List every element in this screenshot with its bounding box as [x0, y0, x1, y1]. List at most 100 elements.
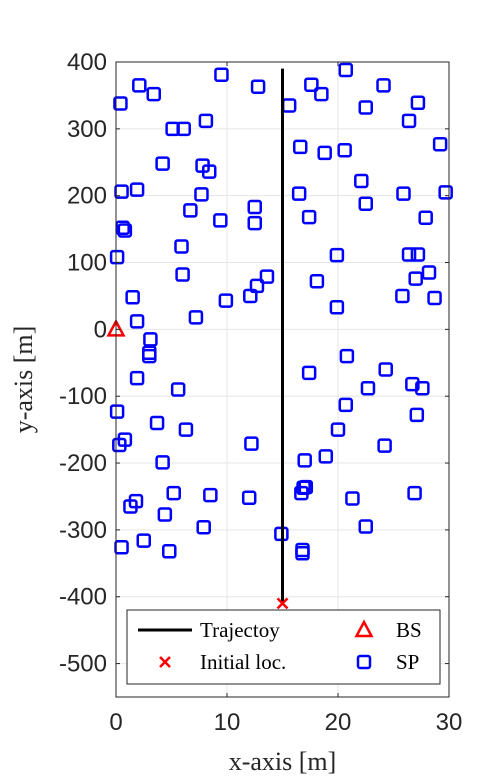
sp-marker [194, 187, 209, 202]
sp-marker [338, 62, 354, 78]
sp-marker [125, 290, 140, 305]
sp-marker [438, 185, 453, 200]
legend-trajectory-label: Trajectoy [200, 618, 280, 642]
sp-marker [183, 203, 198, 218]
legend-sp-square-icon [356, 654, 372, 670]
sp-marker [297, 453, 312, 468]
sp-marker [415, 380, 430, 396]
sp-marker [358, 100, 373, 115]
sp-marker [358, 519, 373, 534]
sp-marker [155, 156, 170, 171]
sp-marker [395, 288, 410, 304]
sp-marker [155, 455, 170, 470]
y-tick-label: -400 [59, 584, 107, 611]
sp-marker [314, 86, 329, 102]
sp-marker [309, 273, 325, 289]
x-tick-label: 30 [436, 709, 463, 736]
sp-marker [360, 380, 376, 396]
sp-marker [354, 173, 369, 189]
y-axis-label: y-axis [m] [9, 326, 38, 434]
sp-marker [129, 314, 145, 329]
legend-box [126, 609, 441, 685]
sp-marker [143, 332, 158, 347]
initial-location-marker [276, 597, 289, 610]
y-tick-label: -500 [59, 651, 107, 678]
legend-bs-label: BS [396, 618, 422, 642]
sp-marker [157, 507, 173, 522]
y-tick-label: -100 [59, 383, 107, 410]
sp-marker [146, 86, 161, 102]
sp-marker [377, 438, 392, 453]
sp-marker [337, 142, 352, 158]
sp-marker [409, 407, 425, 423]
sp-marker [117, 223, 133, 238]
sp-marker [410, 247, 426, 262]
sp-marker [259, 269, 275, 284]
sp-marker [244, 436, 259, 451]
sp-marker [142, 348, 157, 364]
x-tick-label: 20 [325, 709, 352, 736]
sp-marker [358, 196, 373, 211]
sp-marker [188, 310, 204, 325]
sp-marker [294, 485, 309, 501]
sp-marker [432, 136, 448, 152]
legend: Trajectoy Initial loc. BS SP [126, 609, 441, 685]
sp-marker [213, 213, 228, 228]
sp-marker [293, 139, 308, 155]
sp-marker [176, 121, 191, 137]
sp-marker [149, 415, 165, 431]
sp-marker [162, 544, 177, 559]
sp-marker [304, 77, 319, 92]
sp-marker [396, 186, 411, 201]
plot-area [106, 62, 453, 610]
sp-marker [174, 239, 189, 254]
y-tick-label: 300 [67, 116, 107, 143]
x-axis-label: x-axis [m] [229, 747, 337, 776]
legend-sp-label: SP [396, 650, 419, 674]
sp-marker [109, 404, 125, 419]
sp-marker [129, 182, 145, 197]
sp-marker [338, 397, 354, 413]
sp-marker [295, 546, 310, 561]
sp-marker [378, 362, 393, 377]
sp-marker [241, 490, 257, 506]
x-tick-label: 10 [214, 709, 241, 736]
legend-initial-label: Initial loc. [200, 650, 286, 674]
sp-marker [318, 449, 334, 464]
sp-marker [301, 365, 317, 381]
sp-marker [301, 209, 317, 225]
sp-marker [291, 186, 307, 201]
sp-marker [170, 382, 186, 397]
sp-marker [112, 437, 127, 453]
sp-marker [214, 67, 229, 82]
sp-marker [329, 247, 345, 263]
sp-marker [113, 96, 128, 111]
sp-marker [329, 300, 345, 315]
sp-marker [243, 288, 258, 304]
sp-marker [198, 113, 214, 129]
sp-marker [405, 376, 420, 392]
sp-marker [376, 78, 391, 93]
legend-bs-triangle-icon [354, 619, 374, 638]
sp-marker [175, 267, 190, 282]
sp-marker [115, 220, 130, 236]
sp-marker [196, 519, 211, 535]
sp-marker [128, 493, 144, 509]
sp-marker [132, 78, 147, 93]
sp-marker [247, 215, 262, 231]
sp-marker [401, 113, 417, 129]
sp-marker [203, 487, 218, 503]
x-tick-label: 0 [109, 709, 122, 736]
sp-marker [218, 293, 234, 308]
y-tick-label: 400 [67, 49, 107, 76]
sp-marker [250, 79, 266, 94]
legend-cross-shape [159, 656, 171, 668]
sp-marker [109, 249, 125, 265]
sp-marker [339, 348, 355, 364]
sp-marker [317, 145, 332, 161]
axes-box [115, 61, 450, 698]
sp-marker [136, 533, 151, 548]
sp-marker [427, 290, 442, 306]
sp-marker [407, 485, 422, 501]
